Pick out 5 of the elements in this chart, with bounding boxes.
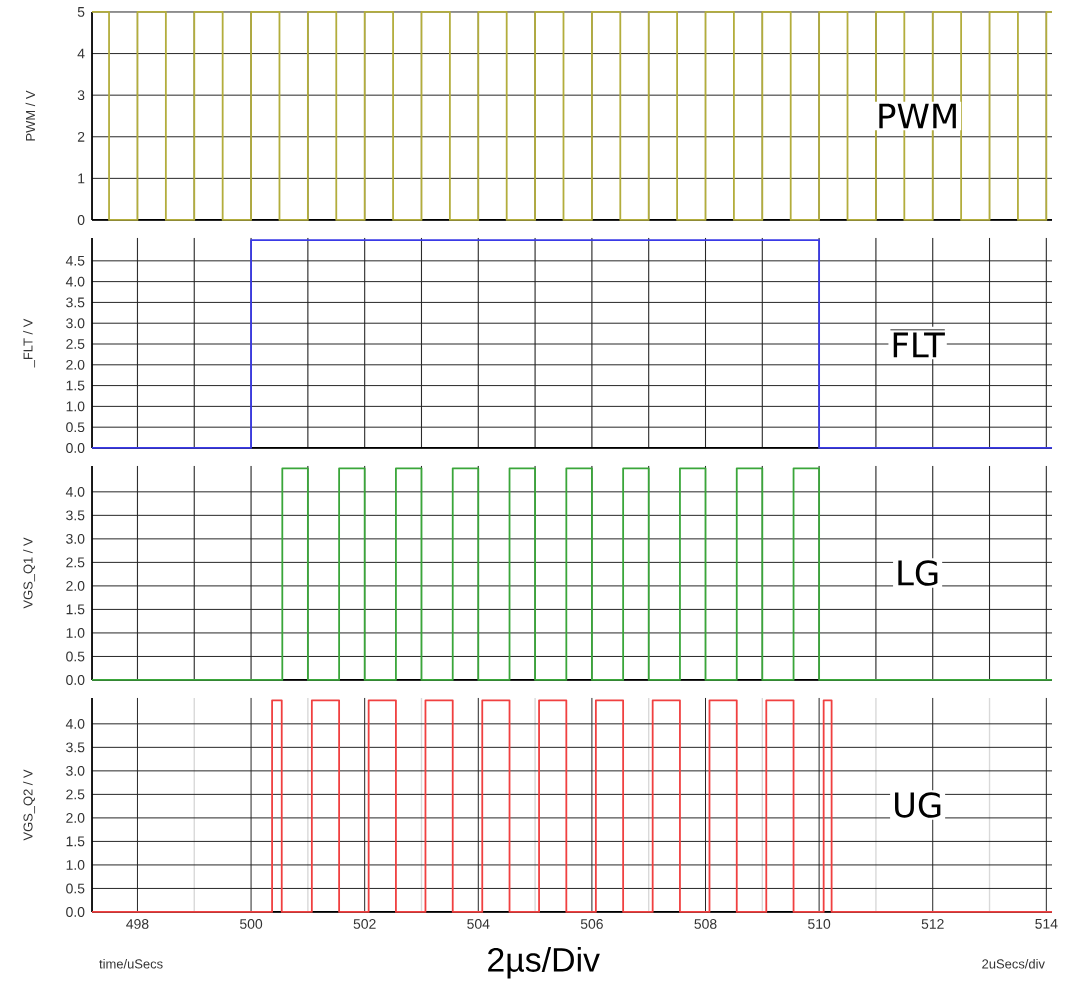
annotation: UG (895, 792, 941, 818)
text: 2µs/Div (488, 947, 600, 979)
annotation: FLT (893, 332, 945, 358)
annotation: LG (898, 560, 938, 586)
annotation: PWM (879, 103, 956, 129)
